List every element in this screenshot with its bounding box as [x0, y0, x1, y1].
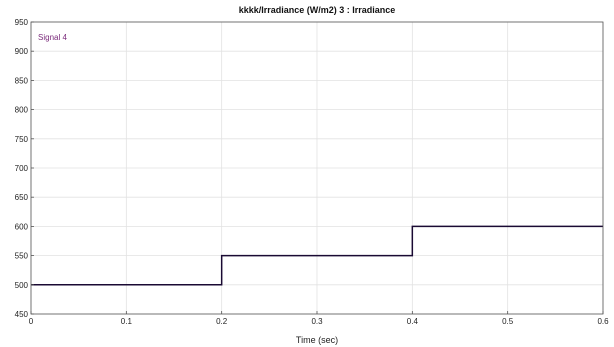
x-axis: 0 0.1 0.2 0.3 0.4 0.5 0.6: [29, 311, 609, 326]
x-tick-label: 0.2: [216, 317, 228, 326]
y-tick-label: 850: [15, 76, 29, 85]
y-tick-label: 450: [15, 310, 29, 319]
series-line-signal-4: [31, 225, 603, 286]
y-tick-label: 700: [15, 164, 29, 173]
x-axis-label: Time (sec): [296, 335, 338, 345]
series-group: [31, 225, 603, 286]
y-tick-label: 650: [15, 193, 29, 202]
y-tick-label: 800: [15, 106, 29, 115]
y-tick-label: 950: [15, 18, 29, 27]
x-tick-label: 0.6: [597, 317, 609, 326]
y-tick-label: 500: [15, 281, 29, 290]
chart-title: kkkk/Irradiance (W/m2) 3 : Irradiance: [239, 5, 396, 15]
x-tick-label: 0.4: [407, 317, 419, 326]
legend-entry-signal-4: Signal 4: [38, 33, 67, 42]
x-tick-label: 0.1: [121, 317, 133, 326]
y-axis: 450 500 550 600 650 700 750 800 850 900 950: [15, 18, 34, 319]
y-tick-label: 600: [15, 222, 29, 231]
x-tick-label: 0.3: [311, 317, 323, 326]
x-tick-label: 0: [29, 317, 34, 326]
x-tick-label: 0.5: [502, 317, 514, 326]
y-tick-label: 750: [15, 135, 29, 144]
y-tick-label: 550: [15, 252, 29, 261]
y-tick-label: 900: [15, 47, 29, 56]
